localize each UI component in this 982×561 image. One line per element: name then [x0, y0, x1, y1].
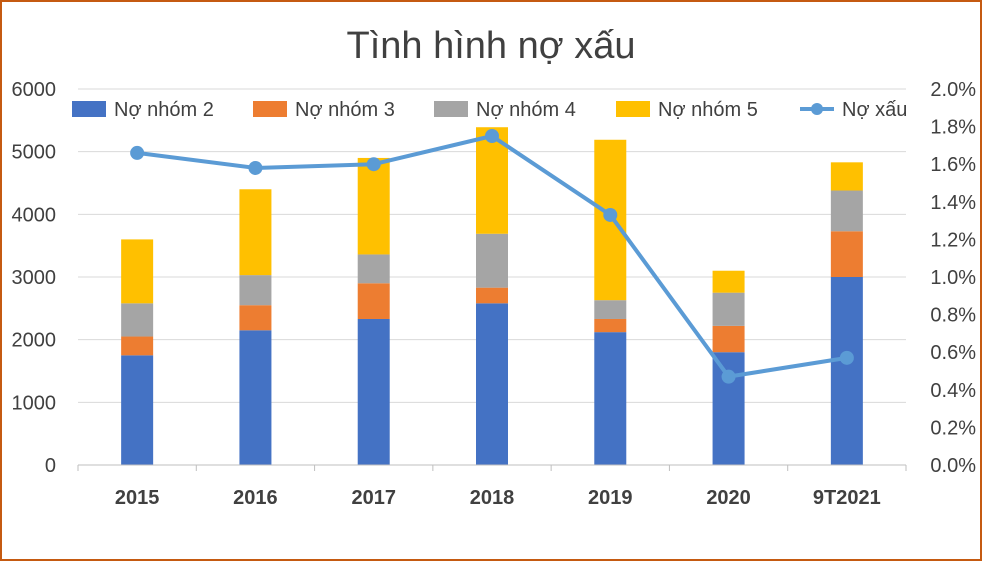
y2-tick-label: 1.6%	[930, 154, 976, 176]
line-point	[130, 145, 145, 160]
chart-title: Tình hình nợ xấu	[347, 25, 636, 67]
bar	[121, 303, 154, 337]
bar	[121, 355, 154, 465]
x-tick-label: 2020	[706, 487, 751, 509]
bar	[476, 287, 508, 304]
y2-tick-label: 0.4%	[930, 380, 976, 402]
bar	[239, 305, 272, 331]
y2-tick-label: 0.0%	[930, 455, 976, 477]
y-tick-label: 3000	[12, 267, 57, 289]
bar	[357, 318, 390, 465]
x-tick-label: 2017	[351, 487, 396, 509]
bar	[830, 231, 863, 277]
y-tick-label: 6000	[12, 79, 57, 101]
legend-label: Nợ nhóm 5	[658, 99, 758, 121]
y2-tick-label: 1.4%	[930, 192, 976, 214]
y2-tick-label: 1.2%	[930, 229, 976, 251]
axes: 0 1000 2000 3000 4000 5000 6000 0.0% 0.2% 0.4% 0.6…	[12, 79, 977, 509]
y-tick-label: 4000	[12, 204, 57, 226]
legend-swatch	[616, 101, 650, 117]
y-tick-label: 0	[45, 455, 56, 477]
bar	[712, 270, 745, 293]
bar	[357, 283, 390, 319]
bar	[712, 352, 745, 465]
bar	[239, 189, 272, 276]
legend-swatch-marker	[811, 103, 823, 115]
x-tick-label: 9T2021	[813, 487, 881, 509]
bar	[594, 332, 627, 465]
legend-label: Nợ xấu	[842, 99, 907, 121]
y2-tick-label: 0.2%	[930, 417, 976, 439]
line-point	[603, 207, 618, 222]
y-tick-label: 5000	[12, 142, 57, 164]
line-point	[248, 160, 263, 175]
x-tick-label: 2019	[588, 487, 633, 509]
bar	[830, 277, 863, 465]
legend-label: Nợ nhóm 4	[476, 99, 576, 121]
x-tick-label: 2015	[115, 487, 160, 509]
bar	[830, 162, 863, 191]
line-series	[130, 129, 854, 384]
y2-tick-label: 0.6%	[930, 342, 976, 364]
line-point	[839, 350, 854, 365]
bar	[594, 300, 627, 319]
legend-label: Nợ nhóm 2	[114, 99, 214, 121]
bar	[476, 233, 508, 288]
y-tick-label: 2000	[12, 330, 57, 352]
legend-swatch	[253, 101, 287, 117]
y2-tick-label: 0.8%	[930, 305, 976, 327]
legend-swatch	[434, 101, 468, 117]
bar	[357, 254, 390, 284]
y-tick-label: 1000	[12, 392, 57, 414]
bar	[712, 292, 745, 326]
x-tick-label: 2016	[233, 487, 278, 509]
x-tick-label: 2018	[470, 487, 515, 509]
bar	[239, 275, 272, 306]
bar	[594, 318, 627, 333]
bar	[830, 190, 863, 232]
line-point	[366, 157, 381, 172]
bar	[121, 239, 154, 304]
bar	[712, 325, 745, 353]
legend: Nợ nhóm 2 Nợ nhóm 3 Nợ nhóm 4 Nợ nhóm 5 Nợ x…	[72, 99, 907, 121]
y2-tick-label: 1.8%	[930, 117, 976, 139]
bar	[476, 303, 508, 465]
bar	[121, 336, 154, 356]
legend-label: Nợ nhóm 3	[295, 99, 395, 121]
bar-series	[121, 127, 863, 465]
line-point	[721, 369, 736, 384]
y2-tick-label: 1.0%	[930, 267, 976, 289]
bar	[239, 330, 272, 465]
legend-swatch	[72, 101, 106, 117]
y2-tick-label: 2.0%	[930, 79, 976, 101]
line-point	[485, 129, 499, 143]
bar	[357, 157, 390, 255]
